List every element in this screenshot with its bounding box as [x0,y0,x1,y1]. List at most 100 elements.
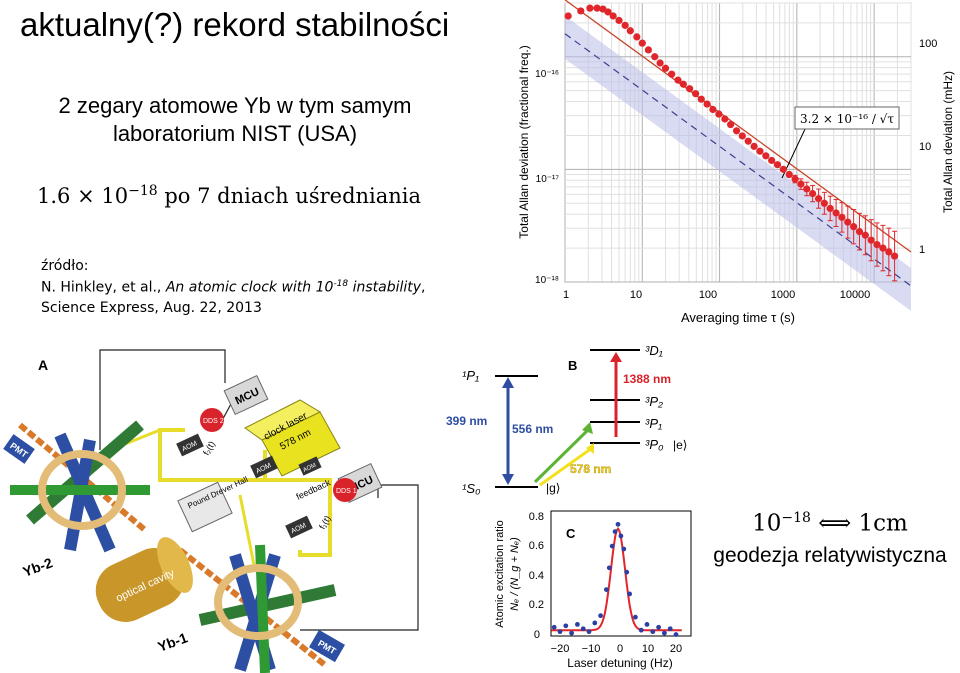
geodesy-formula: 10−18 ⟺ 1cm [700,510,960,537]
allan-point [593,4,601,12]
optical-cavity [95,537,193,622]
allan-point [867,236,875,244]
spectrum-point [621,546,627,552]
fit-label-box [794,106,900,130]
allan-point [686,85,694,93]
label-399: 399 nm [446,414,487,428]
allan-point [855,228,864,236]
allan-point [668,70,676,78]
source-label: źródło: [41,258,89,274]
allan-point [633,33,641,41]
source-title-post: instability [348,279,422,296]
allan-point [586,4,594,12]
level-3p1-label: ³P₁ [645,416,662,431]
allan-point [703,100,711,108]
spectrum-point [662,630,667,636]
spectrum-point [606,565,612,571]
spectrum-point [598,613,603,619]
fit-label: 3.2 × 10⁻¹⁶ / √τ [800,112,894,126]
allan-point [791,175,799,183]
spec-y-tick-0.2: 0.2 [529,599,544,611]
geodesy-value: 1cm [858,510,908,537]
allan-point [879,244,887,252]
allan-point [609,12,617,20]
spectrum-point [604,587,609,592]
allan-point [785,170,793,179]
formula-rest: po 7 dniach uśredniania [157,184,422,208]
allan-point [604,8,612,16]
yb2-label: Yb-2 [21,554,55,579]
spectrum-point [551,624,557,630]
spec-y-label-2: Nₑ / (N_g + Nₑ) [509,537,521,611]
allan-point [779,165,787,173]
spectrum-point [592,620,598,626]
x-tick-1: 1 [563,289,569,301]
allan-point [651,53,659,61]
level-3p0-label: ³P₀ [645,437,664,452]
allan-deviation-chart: 3.2 × 10⁻¹⁶ / √τ 10⁻¹⁶ 10⁻¹⁷ 10⁻¹⁸ 1 10 … [517,0,955,325]
allan-point [577,7,585,15]
setup-diagram: A Yb-2 PMT Yb-1 PMT optical cavity Pound… [3,349,419,673]
allan-point [850,223,858,231]
dds1 [333,478,357,502]
spec-x-tick-10: 10 [642,643,654,655]
subtitle-line-2: laboratorium NIST (USA) [112,121,358,146]
spec-x-label: Laser detuning (Hz) [567,656,672,670]
state-e: |e⟩ [673,438,687,452]
label-1388: 1388 nm [623,372,671,386]
level-diagram: B ¹P₁ ³D₁ ³P₂ ³P₁ ³P₀ |e⟩ ¹S₀ |g⟩ 399 nm… [446,343,687,496]
geodesy-caption: geodezja relatywistyczna [713,544,947,567]
allan-point [661,64,670,72]
allan-point [679,80,687,88]
source-title-comma: , [421,279,426,296]
allan-point [656,59,664,67]
allan-point [797,180,805,188]
panel-b-label: B [568,358,577,373]
yb1-trap [178,544,337,673]
yb1-label: Yb-1 [156,629,190,654]
level-3p2-label: ³P₂ [645,394,663,409]
spec-y-label: Atomic excitation ratio [494,520,506,628]
wire-top [99,349,226,450]
level-3d1-label: ³D₁ [645,343,663,358]
allan-x-label: Averaging time τ (s) [681,310,795,325]
beam-cavity [158,428,267,482]
allan-point [715,110,723,118]
allan-point [732,127,741,135]
spectrum-point [586,629,592,635]
allan-point [861,231,869,239]
spectrum-point [627,591,632,597]
allan-point [750,142,758,150]
spectrum-point [575,622,580,627]
level-1p1-label: ¹P₁ [462,368,479,383]
wire-right [300,484,419,631]
spec-y-tick-0: 0 [534,629,540,641]
transition-578 [539,446,593,487]
spectrum-marks [551,521,682,637]
spectrum-point [656,624,661,630]
confidence-band [565,15,911,311]
level-1s0-label: ¹S₀ [462,481,481,496]
allan-point [621,21,629,29]
spectrum-point [569,630,574,636]
allan-point [564,12,572,20]
spec-x-tick-m10: −10 [582,643,601,655]
allan-point [890,252,899,260]
allan-point [709,105,717,114]
geodesy-base: 10 [752,510,782,537]
source-title-exp: -18 [333,279,349,289]
allan-point [674,76,682,84]
source-authors: N. Hinkley, et al., [41,279,166,296]
allan-point [773,161,782,169]
panel-a-label: A [38,357,48,373]
aom-4-label: AOM [302,463,317,474]
subtitle-line-1: 2 zegary atomowe Yb w tym samym [58,93,412,118]
allan-point [721,115,729,123]
y-tick-1e-16: 10⁻¹⁶ [535,69,559,80]
source-citation: N. Hinkley, et al., An atomic clock with… [41,279,426,296]
allan-point [692,90,700,98]
spectrum-point [612,529,618,534]
spectrum-point [638,627,644,633]
source-journal: Science Express, Aug. 22, 2013 [41,300,262,316]
geodesy-exponent: −18 [781,510,811,526]
